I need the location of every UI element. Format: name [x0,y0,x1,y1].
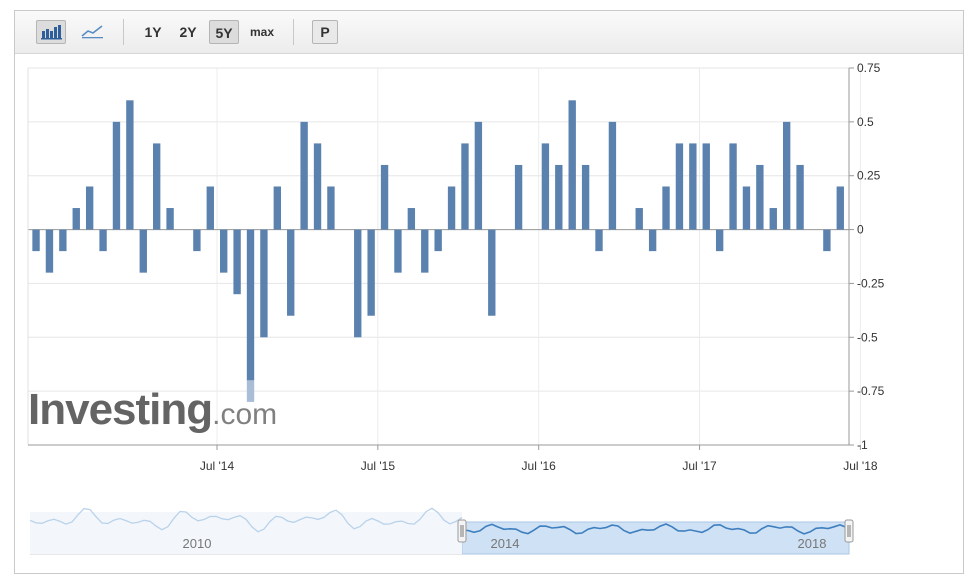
bar [72,208,80,230]
y-tick-label: 0.5 [857,115,874,129]
bar [675,143,684,230]
bar [99,229,107,252]
y-tick-label: -0.5 [857,330,878,344]
bar [769,208,777,230]
bar [59,229,67,252]
navigator-year-label: 2014 [491,536,520,551]
bar [166,208,174,230]
navigator-year-label: 2010 [183,536,212,551]
bar [541,143,550,230]
bar [648,229,657,252]
bars [32,100,844,402]
bar [488,229,496,316]
bar [45,229,54,273]
toolbar-separator [293,19,294,45]
bar [635,208,643,230]
bar [394,229,402,273]
range-1y-button[interactable]: 1Y [144,24,162,40]
chart-toolbar: 1Y 2Y 5Y max P [15,11,963,54]
bar [126,100,134,230]
navigator-handle-right[interactable] [844,519,854,543]
navigator-unselected [30,512,462,554]
bar [367,229,375,316]
y-tick-label: -0.25 [857,276,885,290]
bar [782,121,791,230]
y-tick-label: 0 [857,223,864,237]
x-tick-label: Jul '15 [361,459,396,473]
range-2y-button[interactable]: 2Y [179,24,197,40]
x-tick-label: Jul '18 [843,459,878,473]
bar [380,164,389,230]
watermark-suffix: .com [212,398,278,431]
bar [152,143,161,230]
p-button[interactable]: P [312,20,338,44]
bar [581,164,590,230]
line-chart-icon[interactable] [78,20,108,44]
bar [233,229,241,295]
bar [273,186,282,230]
bar-chart-icon[interactable] [36,20,66,44]
navigator-handle-left[interactable] [457,519,467,543]
bar [434,229,442,252]
bar [836,186,844,230]
bar [608,121,617,230]
bar [354,229,362,338]
bar [555,164,563,230]
bar [796,164,804,230]
bar [327,186,335,230]
navigator-history-line [29,507,463,533]
bar [313,143,322,230]
bar [662,186,670,230]
bar [300,121,308,230]
bar [193,229,201,252]
bar [715,229,724,252]
x-tick-label: Jul '16 [522,459,557,473]
bar [407,208,416,230]
bar [206,186,214,230]
bar [421,229,429,273]
x-tick-label: Jul '14 [200,459,235,473]
bar [689,143,697,230]
investing-watermark: Investing.com [28,385,277,435]
chart-widget: 1Y 2Y 5Y max P [14,10,964,574]
bar [287,229,295,316]
x-tick-label: Jul '17 [682,459,717,473]
navigator-series-line [461,523,847,535]
bar [112,121,121,230]
watermark-brand: Investing [28,385,213,434]
bar [32,229,40,252]
y-tick-label: 0.75 [857,61,881,75]
bar [729,143,737,230]
bar [595,229,603,252]
range-max-button[interactable]: max [249,25,275,39]
range-5y-button[interactable]: 5Y [209,20,239,44]
bar [474,121,483,230]
bar [461,143,469,230]
bar [823,229,831,252]
bar [514,164,523,230]
bar [220,229,228,273]
bar-highlight [246,380,255,402]
bar [447,186,456,230]
navigator-year-label: 2018 [798,536,827,551]
navigator[interactable]: 2010 2014 2018 [29,507,854,555]
bar [246,229,255,381]
bar [139,229,147,273]
bar [702,143,710,230]
y-tick-label: -0.75 [857,384,885,398]
bar [742,186,751,230]
bar [756,164,764,230]
toolbar-separator [123,19,124,45]
y-tick-label: 0.25 [857,169,881,183]
y-tick-label: -1 [857,438,868,452]
bar [568,100,576,230]
bar [85,186,94,230]
axes: 0.75 0.5 0.25 0 -0.25 -0.5 -0.75 -1 Jul '14 Jul '… [27,61,885,473]
bar [260,229,268,338]
